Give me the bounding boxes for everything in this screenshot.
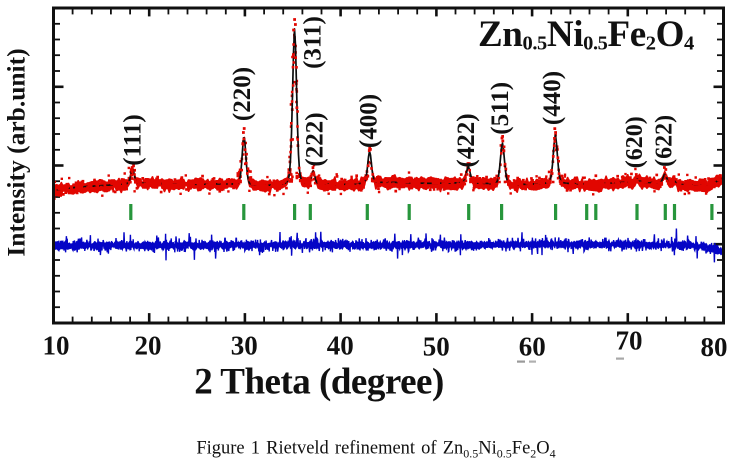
svg-text:(311): (311) [300,16,327,69]
svg-text:30: 30 [231,331,258,361]
svg-text:(440): (440) [539,71,566,125]
svg-text:2 Theta (degree): 2 Theta (degree) [194,362,444,403]
svg-text:Zn0.5Ni0.5Fe2O4: Zn0.5Ni0.5Fe2O4 [478,14,694,55]
svg-text:(220): (220) [229,67,256,121]
svg-text:60: 60 [519,332,546,362]
svg-text:Intensity (arb.unit): Intensity (arb.unit) [2,48,31,256]
svg-text:10: 10 [43,331,70,361]
svg-text:(511): (511) [487,82,514,135]
svg-text:70: 70 [616,326,643,356]
svg-text:(622): (622) [651,115,677,167]
svg-text:50: 50 [423,332,450,362]
svg-text:(620): (620) [622,116,648,168]
svg-text:80: 80 [701,332,728,362]
svg-text:(400): (400) [356,94,383,148]
svg-text:(222): (222) [302,112,329,166]
svg-text:(111): (111) [120,114,147,165]
svg-text:(422): (422) [453,113,480,167]
svg-text:20: 20 [135,331,162,361]
svg-text:40: 40 [327,331,354,361]
